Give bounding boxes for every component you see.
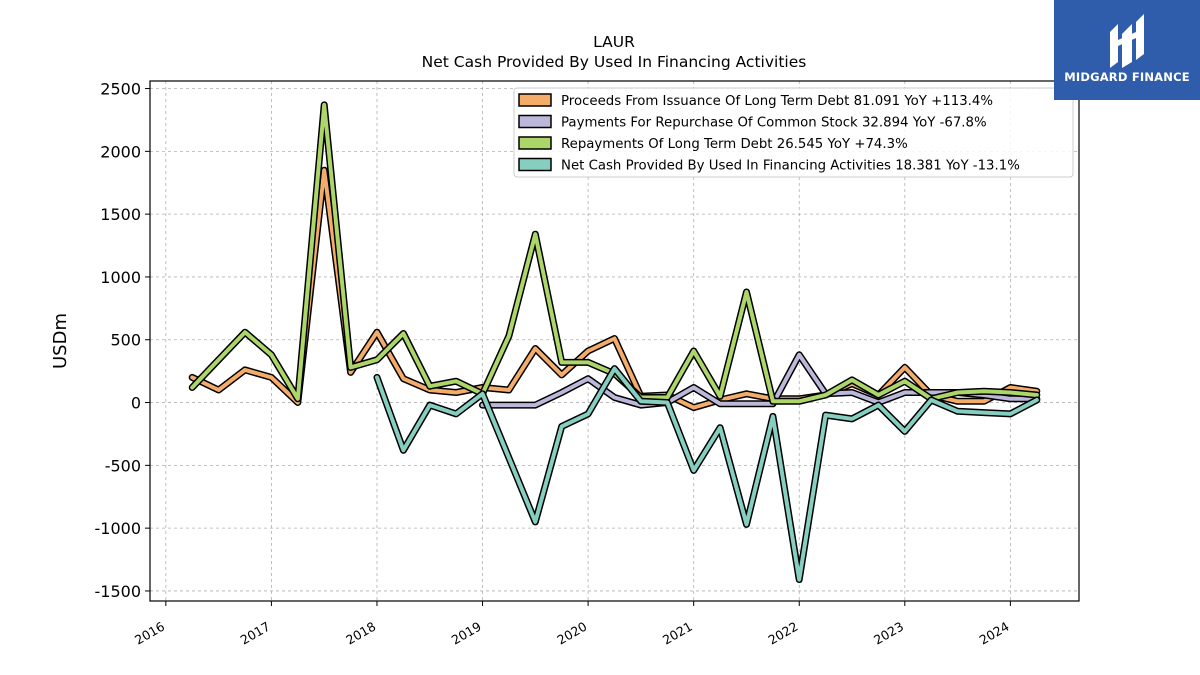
y-tick-label: 2500 <box>100 80 141 99</box>
legend: Proceeds From Issuance Of Long Term Debt… <box>513 87 1074 178</box>
y-tick-label: -1500 <box>95 582 142 601</box>
y-tick-label: 1000 <box>100 268 141 287</box>
series-1-line <box>190 168 1039 410</box>
legend-entry-3: Repayments Of Long Term Debt 26.545 YoY … <box>518 136 908 152</box>
x-axis-ticks: 2016 2017 2018 2019 2020 2021 2022 2023 2024 <box>132 601 1012 648</box>
series-4-line <box>375 366 1039 582</box>
midgard-logo-icon <box>1110 14 1144 68</box>
series-lines <box>188 101 1041 584</box>
y-tick-label: 1500 <box>100 205 141 224</box>
x-tick-label: 2024 <box>977 619 1012 648</box>
x-tick-label: 2019 <box>449 619 484 648</box>
x-tick-label: 2023 <box>871 619 906 648</box>
x-tick-label: 2017 <box>238 619 273 648</box>
legend-label-2: Payments For Repurchase Of Common Stock … <box>561 116 987 131</box>
legend-swatch-4 <box>518 157 552 172</box>
legend-swatch-3 <box>518 136 552 150</box>
chart-subtitle: Net Cash Provided By Used In Financing A… <box>422 53 807 71</box>
series-1 <box>188 166 1041 412</box>
watermark-brand: MIDGARD FINANCE <box>1064 70 1190 84</box>
chart-title: LAUR <box>593 33 635 51</box>
legend-swatch-1 <box>518 93 552 107</box>
y-axis-label: USDm <box>50 313 71 369</box>
legend-label-4: Net Cash Provided By Used In Financing A… <box>561 159 1020 174</box>
legend-entry-2: Payments For Repurchase Of Common Stock … <box>518 114 987 131</box>
y-tick-label: 500 <box>110 331 141 350</box>
y-tick-label: -1000 <box>95 519 142 538</box>
y-tick-label: 2000 <box>100 142 141 161</box>
legend-label-1: Proceeds From Issuance Of Long Term Debt… <box>561 94 993 109</box>
x-tick-label: 2021 <box>660 619 695 648</box>
x-tick-label: 2018 <box>343 619 378 648</box>
x-tick-label: 2020 <box>554 619 589 648</box>
series-4 <box>373 365 1041 584</box>
x-tick-label: 2022 <box>765 619 800 648</box>
legend-label-3: Repayments Of Long Term Debt 26.545 YoY … <box>561 137 908 152</box>
y-tick-label: 0 <box>131 394 141 413</box>
legend-swatch-2 <box>518 114 552 129</box>
watermark-logo: MIDGARD FINANCE <box>1054 0 1200 100</box>
x-tick-label: 2016 <box>132 619 167 648</box>
y-tick-label: -500 <box>105 456 141 475</box>
y-axis-ticks: -1500 -1000 -500 0 500 1000 1500 2000 2500 <box>95 80 150 601</box>
legend-entry-4: Net Cash Provided By Used In Financing A… <box>518 157 1020 174</box>
legend-entry-1: Proceeds From Issuance Of Long Term Debt… <box>518 93 993 109</box>
legend-frame <box>513 87 1074 178</box>
plot-frame <box>149 80 1080 602</box>
